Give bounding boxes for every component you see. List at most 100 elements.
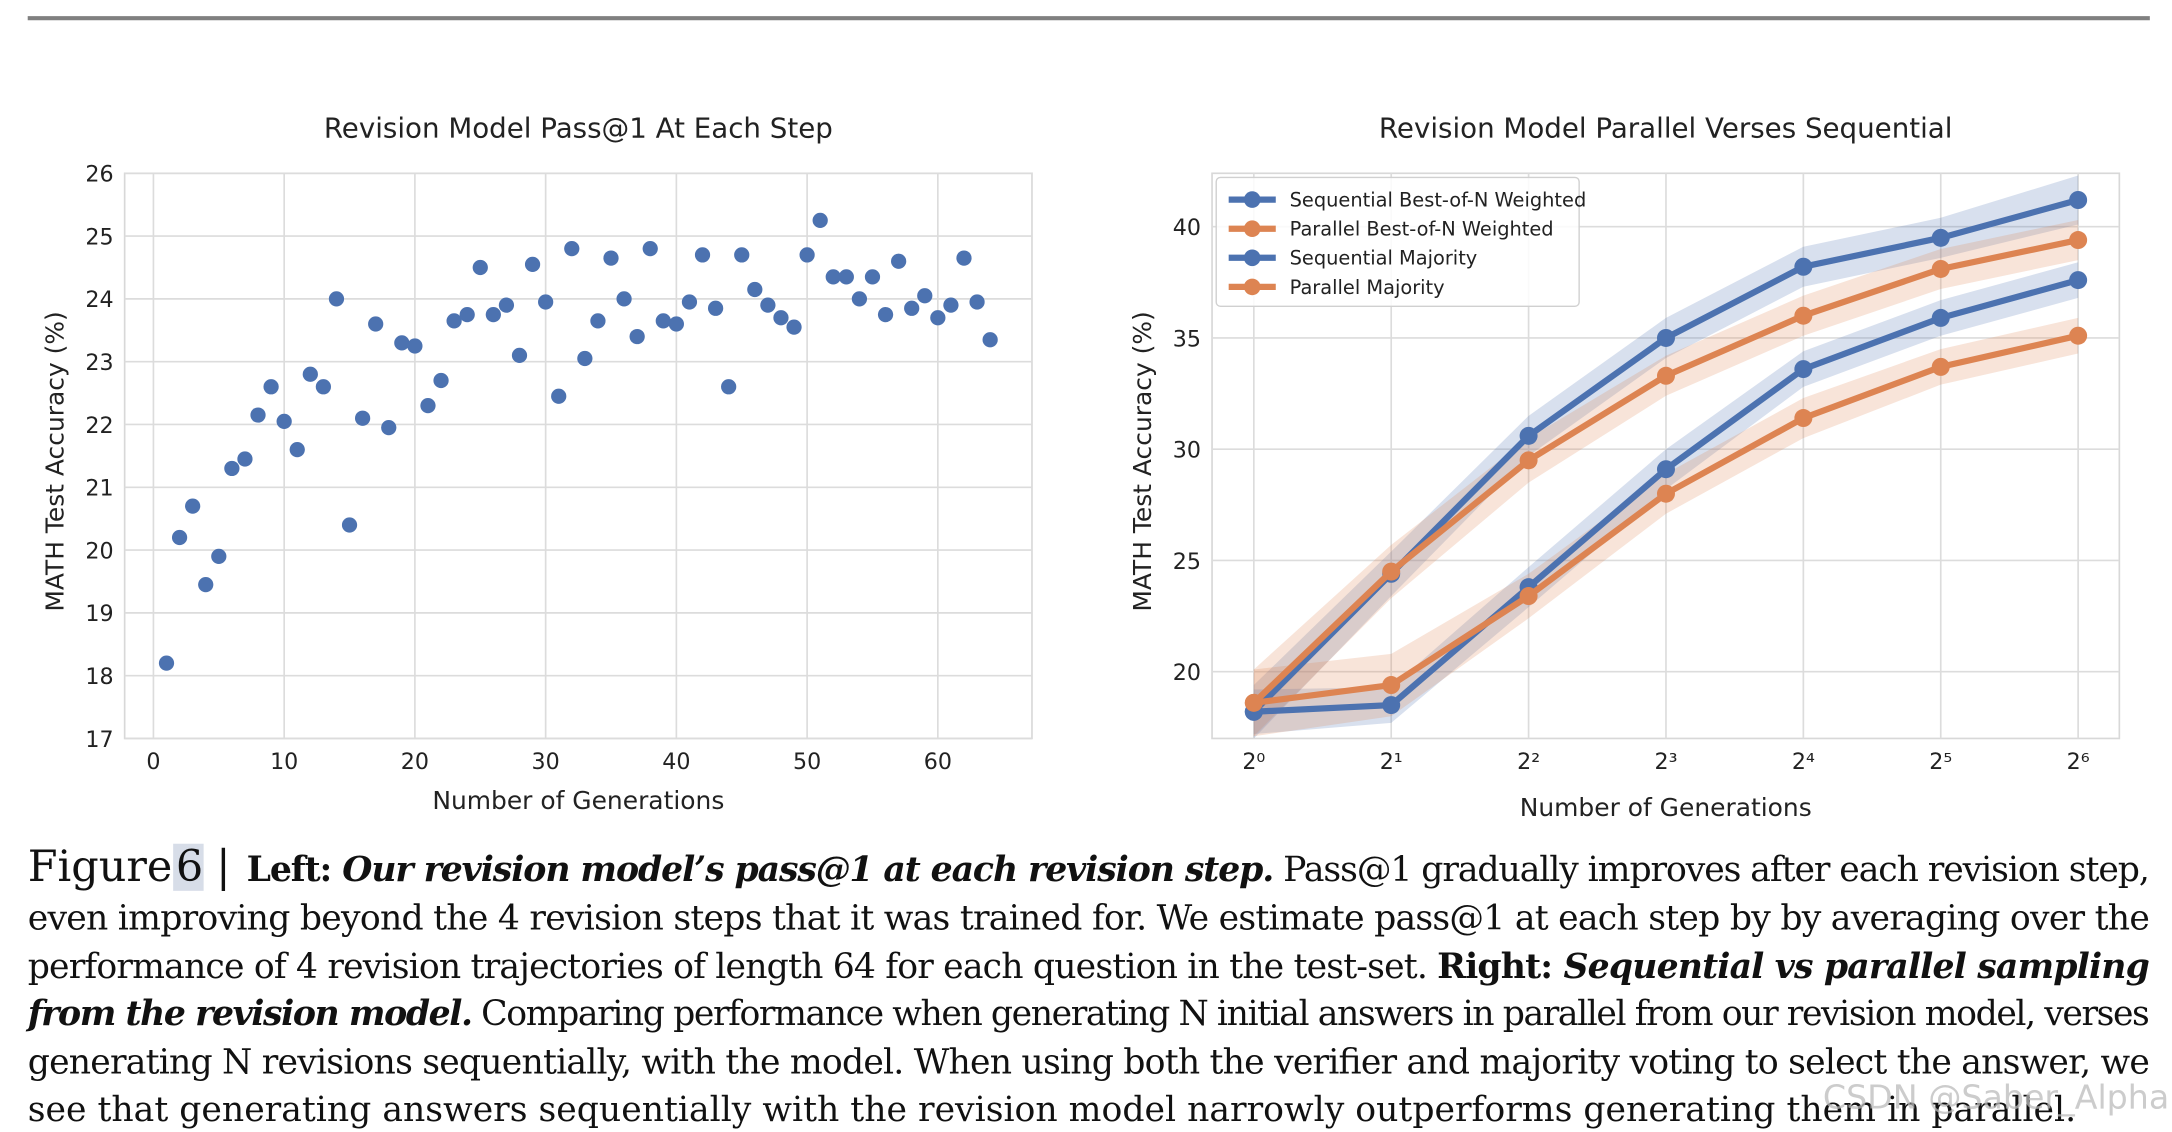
scatter-point bbox=[760, 297, 776, 313]
legend-marker bbox=[1243, 249, 1261, 267]
line-marker bbox=[1656, 328, 1675, 347]
caption-text: Our revision model’s pass@1 at each revi… bbox=[342, 849, 1274, 890]
number-highlight bbox=[173, 843, 204, 891]
caption-line: from the revision model. Comparing perfo… bbox=[25, 993, 2150, 1034]
scatter-point bbox=[877, 306, 894, 323]
x-axis-label: Number of Generations bbox=[1520, 793, 1812, 822]
scatter-point bbox=[315, 379, 332, 395]
scatter-point bbox=[982, 332, 998, 348]
scatter-point bbox=[812, 212, 828, 229]
scatter-point bbox=[276, 413, 292, 429]
line-marker bbox=[1519, 451, 1538, 470]
scatter-point bbox=[302, 366, 318, 382]
x-tick-label: 2⁰ bbox=[1242, 749, 1265, 775]
x-tick-label: 20 bbox=[401, 749, 429, 775]
x-axis-label: Number of Generations bbox=[432, 786, 724, 815]
scatter-point bbox=[642, 241, 658, 257]
scatter-point bbox=[511, 347, 528, 364]
line-marker bbox=[1794, 306, 1813, 325]
legend-label: Parallel Majority bbox=[1290, 276, 1445, 299]
line-marker bbox=[2069, 231, 2088, 250]
scatter-point bbox=[341, 517, 358, 533]
line-marker bbox=[1382, 562, 1401, 581]
scatter-point bbox=[407, 338, 423, 354]
y-tick-label: 35 bbox=[1173, 326, 1201, 352]
scatter-point bbox=[420, 398, 436, 414]
line-marker bbox=[1656, 366, 1675, 385]
caption-line: see that generating answers sequentially… bbox=[28, 1090, 2076, 1130]
scatter-point bbox=[668, 316, 684, 332]
legend-marker bbox=[1243, 191, 1261, 208]
y-tick-label: 23 bbox=[85, 350, 113, 376]
line-marker bbox=[1519, 426, 1538, 445]
scatter-point bbox=[446, 313, 462, 329]
scatter-point bbox=[616, 291, 632, 307]
scatter-point bbox=[211, 548, 227, 564]
line-marker bbox=[2069, 190, 2088, 209]
x-tick-label: 2¹ bbox=[1380, 749, 1403, 775]
caption-line: Left: Our revision model’s pass@1 at eac… bbox=[247, 849, 2150, 890]
scatter-point bbox=[891, 253, 907, 269]
error-band bbox=[1253, 220, 2079, 737]
caption-text: generating N revisions sequentially, wit… bbox=[28, 1043, 2150, 1083]
error-band bbox=[1253, 317, 2079, 737]
scatter-point bbox=[551, 388, 567, 404]
y-tick-label: 21 bbox=[85, 476, 113, 502]
scatter-point bbox=[734, 247, 750, 263]
y-tick-label: 25 bbox=[1173, 549, 1201, 575]
scatter-point bbox=[485, 306, 501, 323]
line-marker bbox=[1931, 228, 1950, 247]
scatter-point bbox=[694, 247, 711, 263]
scatter-point bbox=[629, 328, 645, 345]
legend-marker bbox=[1243, 278, 1261, 296]
scatter-point bbox=[943, 297, 959, 313]
caption-text: Left: bbox=[247, 849, 344, 890]
scatter-point bbox=[603, 250, 619, 266]
scatter-point bbox=[917, 288, 933, 304]
scatter-point bbox=[538, 294, 554, 310]
x-tick-label: 40 bbox=[662, 749, 690, 775]
y-axis-label: MATH Test Accuracy (%) bbox=[41, 311, 70, 611]
chart: 20 25 30 35 40 2⁰ 2¹ 2² 2³ 2⁴ 2⁵ 2⁶ Revision Model P… bbox=[1128, 111, 2121, 822]
scatter-point bbox=[786, 319, 802, 335]
scatter-point bbox=[838, 269, 854, 285]
legend-label: Parallel Best-of-N Weighted bbox=[1290, 218, 1554, 241]
scatter-point bbox=[289, 441, 305, 458]
scatter-point bbox=[198, 576, 214, 593]
caption-line: even improving beyond the 4 revision ste… bbox=[28, 899, 2150, 939]
scatter-point bbox=[851, 291, 868, 307]
scatter-point bbox=[956, 250, 972, 266]
scatter-point bbox=[969, 294, 985, 310]
caption-text: performance of 4 revision trajectories o… bbox=[28, 947, 1438, 987]
legend-box bbox=[1215, 176, 1580, 307]
legend-label: Sequential Majority bbox=[1290, 247, 1478, 270]
scatter-point bbox=[825, 269, 841, 285]
watermark: CSDN @Saber_Alpha bbox=[1823, 1077, 2169, 1116]
line-marker bbox=[1656, 460, 1675, 479]
y-axis-label: MATH Test Accuracy (%) bbox=[1128, 311, 1157, 611]
scatter-point bbox=[171, 529, 188, 546]
scatter-point bbox=[368, 316, 384, 332]
x-tick-label: 30 bbox=[532, 749, 560, 775]
x-tick-label: 2³ bbox=[1654, 749, 1677, 775]
line-marker bbox=[1931, 259, 1950, 278]
x-tick-label: 50 bbox=[793, 749, 821, 775]
line-marker bbox=[1519, 587, 1538, 606]
line-marker bbox=[1382, 696, 1401, 715]
caption-text: from the revision model. bbox=[25, 993, 473, 1034]
scatter-point bbox=[394, 335, 410, 351]
scatter-point bbox=[354, 410, 371, 426]
scatter-point bbox=[864, 269, 881, 285]
error-band bbox=[1253, 175, 2079, 739]
x-tick-label: 2² bbox=[1517, 749, 1540, 775]
chart: 17 18 19 20 21 22 23 24 25 26 0 10 20 30 40 50 60 Revisio… bbox=[41, 111, 1033, 815]
scatter-point bbox=[773, 310, 789, 326]
legend-label: Sequential Best-of-N Weighted bbox=[1290, 189, 1587, 212]
chart-title: Revision Model Pass@1 At Each Step bbox=[324, 111, 833, 144]
y-tick-label: 25 bbox=[85, 224, 113, 250]
scatter-point bbox=[904, 300, 920, 316]
scatter-point bbox=[799, 247, 815, 263]
line-marker bbox=[1931, 308, 1950, 327]
caption-text: Pass@1 gradually improves after each rev… bbox=[1273, 850, 2150, 890]
